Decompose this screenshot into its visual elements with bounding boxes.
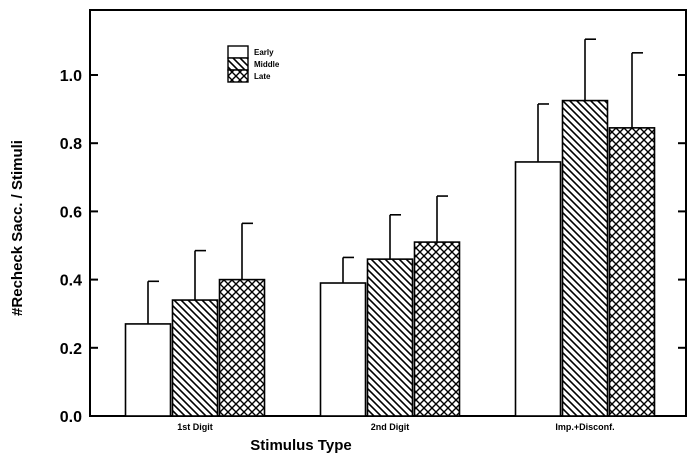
x-axis-title: Stimulus Type (250, 437, 351, 454)
x-tick-label: 1st Digit (177, 422, 213, 432)
y-tick-label: 0.6 (60, 204, 82, 221)
y-tick-label: 0.8 (60, 136, 82, 153)
bar (608, 127, 656, 417)
legend: Early Middle Late (227, 45, 280, 83)
x-tick-label: Imp.+Disconf. (555, 422, 614, 432)
legend-label: Early (254, 48, 274, 57)
legend-label: Middle (254, 60, 280, 69)
x-tick-label: 2nd Digit (371, 422, 410, 432)
bar (124, 323, 172, 417)
bar (319, 282, 367, 417)
bar (171, 299, 219, 417)
y-tick-label: 0.2 (60, 341, 82, 358)
y-tick-label: 0.4 (60, 273, 82, 290)
bar (514, 161, 562, 417)
y-tick-label: 0.0 (60, 409, 82, 426)
bar (218, 278, 266, 417)
bars (124, 38, 656, 417)
legend-swatch (227, 45, 249, 59)
y-tick-label: 1.0 (60, 68, 82, 85)
bar (366, 258, 414, 417)
legend-swatch (227, 57, 249, 71)
y-axis-title: #Recheck Sacc. / Stimuli (9, 140, 26, 316)
y-axis: 0.0 0.2 0.4 0.6 0.8 1.0 (60, 68, 686, 426)
bar (413, 241, 461, 417)
x-axis: 1st Digit 2nd Digit Imp.+Disconf. (177, 422, 614, 432)
bar (561, 99, 609, 417)
legend-swatch (227, 69, 249, 83)
legend-label: Late (254, 72, 271, 81)
